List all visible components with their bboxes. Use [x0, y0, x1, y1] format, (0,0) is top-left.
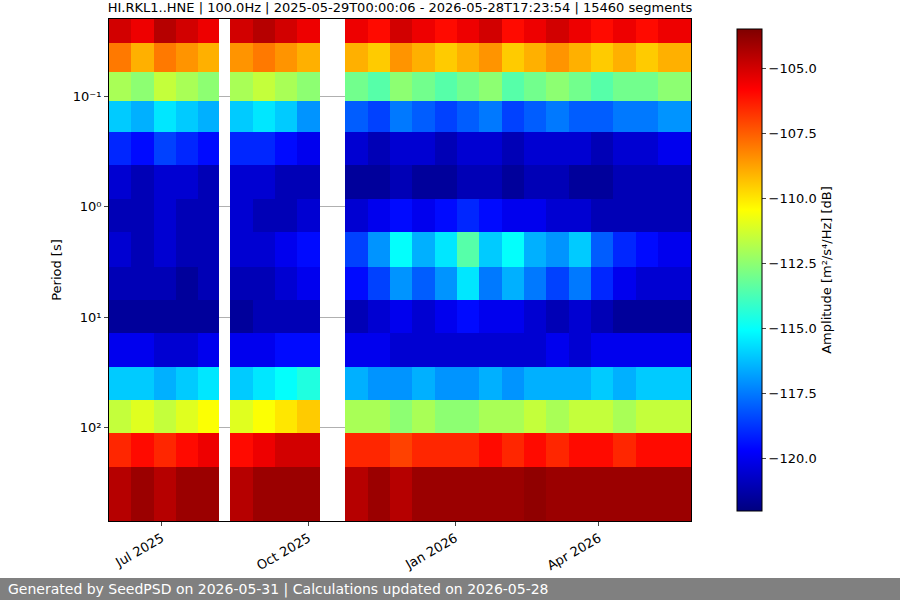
svg-text:10⁰: 10⁰ — [80, 199, 102, 214]
svg-text:−115.0: −115.0 — [769, 321, 817, 336]
html-text:Generated by SeedPSD on 2026-0: Generated by SeedPSD on 2026-05-31 | Cal… — [8, 581, 549, 597]
svg-text:Oct 2025: Oct 2025 — [254, 530, 313, 573]
svg-text:Jan 2026: Jan 2026 — [402, 530, 460, 572]
svg-text:Amplitude [m²/s⁴/Hz] [dB]: Amplitude [m²/s⁴/Hz] [dB] — [819, 186, 834, 354]
svg-text:10⁻¹: 10⁻¹ — [73, 89, 102, 104]
svg-text:−112.5: −112.5 — [769, 256, 817, 271]
svg-text:10¹: 10¹ — [80, 310, 102, 325]
svg-text:−105.0: −105.0 — [769, 61, 817, 76]
svg-text:Jul 2025: Jul 2025 — [112, 530, 166, 570]
svg-text:HI.RKL1..HNE | 100.0Hz | 2025-: HI.RKL1..HNE | 100.0Hz | 2025-05-29T00:0… — [108, 0, 693, 15]
svg-text:10²: 10² — [80, 420, 102, 435]
svg-text:−110.0: −110.0 — [769, 191, 817, 206]
svg-text:−117.5: −117.5 — [769, 386, 817, 401]
svg-text:−120.0: −120.0 — [769, 451, 817, 466]
svg-text:Apr 2026: Apr 2026 — [544, 530, 603, 573]
svg-text:Period [s]: Period [s] — [49, 239, 64, 301]
svg-text:−107.5: −107.5 — [769, 126, 817, 141]
